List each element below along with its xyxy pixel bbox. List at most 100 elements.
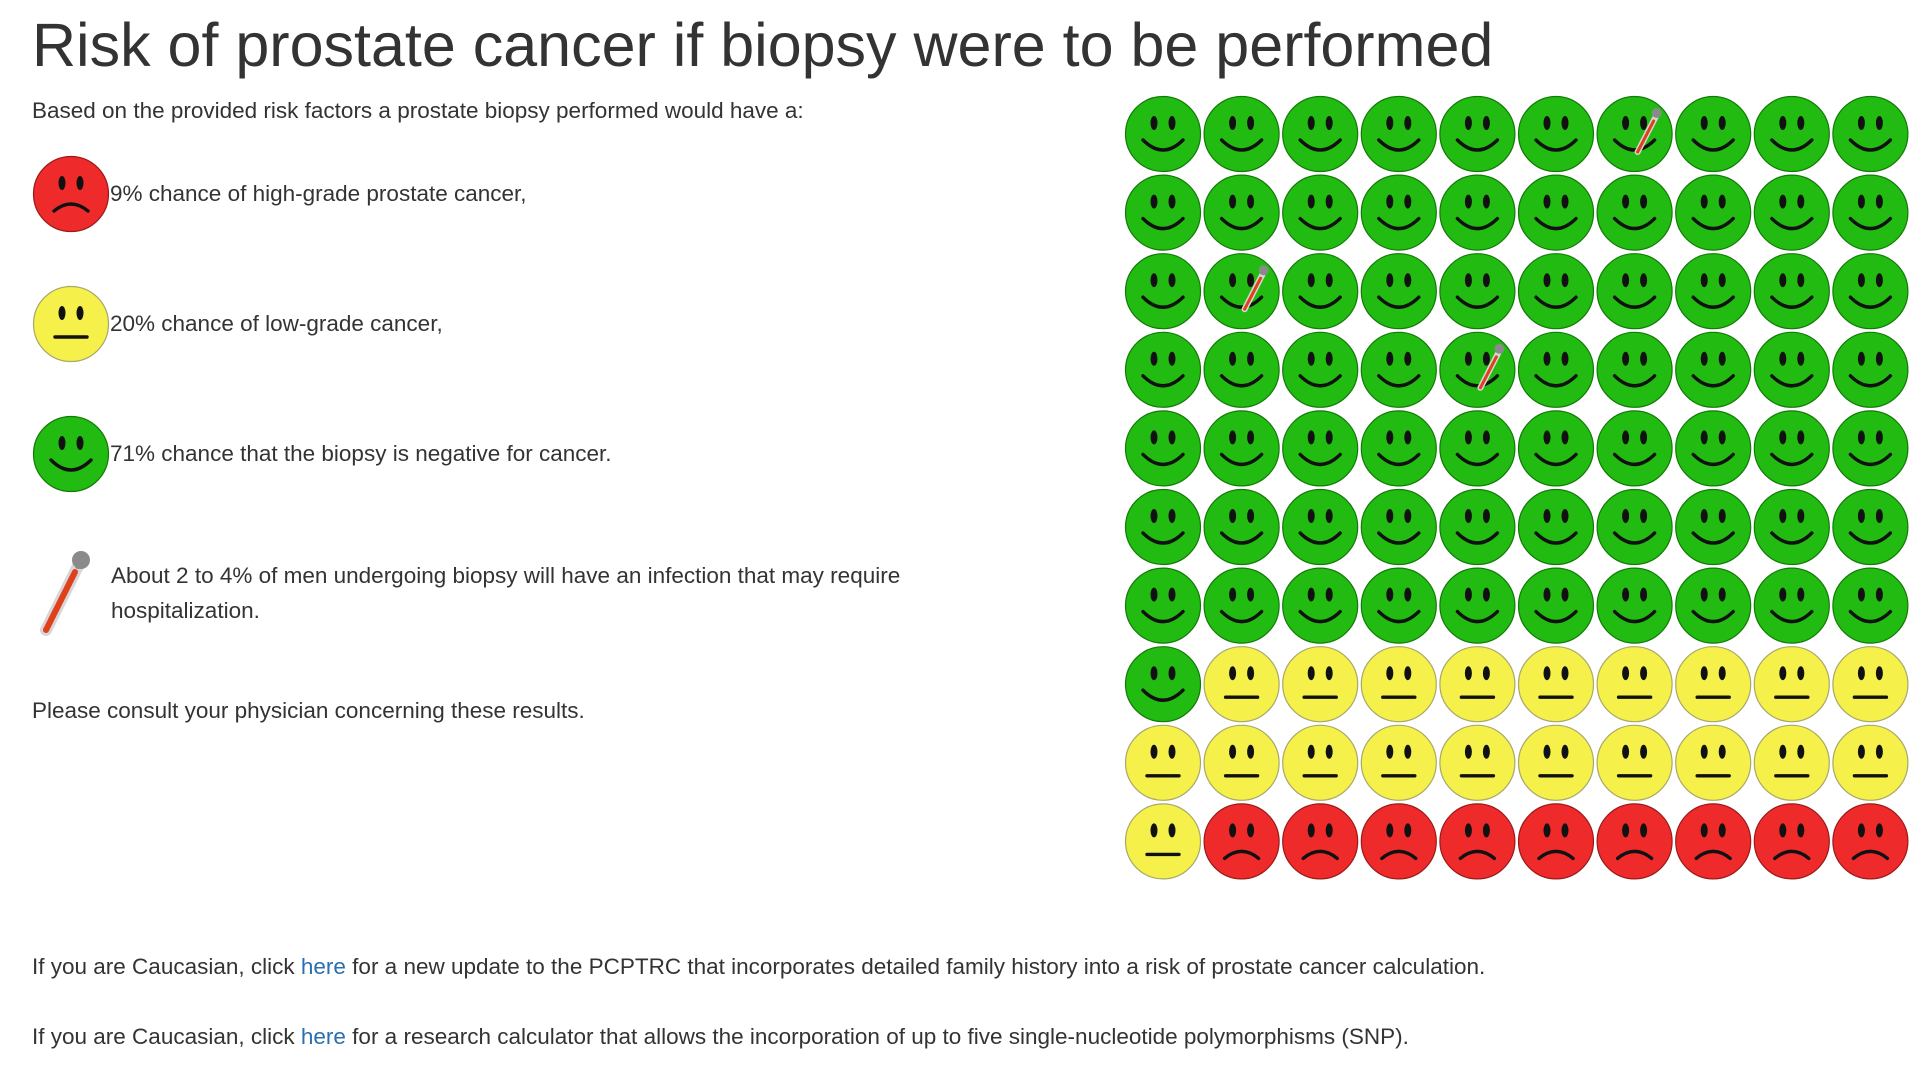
- smiley-face-icon: [1753, 331, 1830, 408]
- neutral-face-icon: [1517, 646, 1595, 723]
- neutral-face-icon: [1360, 646, 1437, 723]
- smiley-face-icon: [1282, 253, 1359, 330]
- neutral-face-icon: [1439, 724, 1516, 801]
- sad-face-icon: [1439, 803, 1516, 880]
- legend-low-grade: 20% chance of low-grade cancer,: [32, 285, 443, 363]
- smiley-face-icon: [1753, 410, 1830, 487]
- neutral-face-icon: [1439, 646, 1516, 723]
- smiley-face-icon: [1124, 646, 1202, 723]
- smiley-face-icon: [1439, 174, 1516, 251]
- legend-high-grade: 9% chance of high-grade prostate cancer,: [32, 155, 527, 233]
- smiley-face-icon: [1203, 410, 1280, 487]
- smiley-face-icon: [1282, 567, 1359, 644]
- smiley-face-icon: [1832, 253, 1909, 330]
- thermometer-icon: [40, 551, 90, 636]
- neutral-face-icon: [1517, 724, 1595, 801]
- smiley-face-icon: [1596, 567, 1673, 644]
- smiley-face-icon: [1124, 174, 1202, 251]
- neutral-face-icon: [1124, 724, 1202, 801]
- neutral-face-icon: [1360, 724, 1437, 801]
- smiley-face-icon: [1832, 331, 1909, 408]
- legend-negative-label: 71% chance that the biopsy is negative f…: [110, 441, 612, 466]
- smiley-face-icon: [1753, 95, 1830, 173]
- neutral-face-icon: [1753, 646, 1830, 723]
- smiley-face-icon: [1282, 488, 1359, 566]
- smiley-face-icon: [1517, 410, 1595, 487]
- smiley-face-icon: [1675, 253, 1752, 330]
- smiley-face-icon: [1832, 488, 1909, 566]
- smiley-face-icon: [1832, 95, 1909, 173]
- neutral-face-icon: [1124, 803, 1202, 880]
- smiley-face-icon: [1596, 95, 1673, 173]
- neutral-face-icon: [1596, 724, 1673, 801]
- smiley-face-icon: [1753, 253, 1830, 330]
- thermometer-icon: [1241, 265, 1269, 313]
- smiley-face-icon: [1124, 331, 1202, 408]
- sad-face-icon: [1517, 803, 1595, 880]
- smiley-face-icon: [1439, 410, 1516, 487]
- smiley-face-icon: [1753, 567, 1830, 644]
- footer-text-before: If you are Caucasian, click: [32, 954, 301, 979]
- smiley-face-icon: [1675, 567, 1752, 644]
- smiley-face-icon: [1675, 95, 1752, 173]
- smiley-face-icon: [1517, 567, 1595, 644]
- smiley-face-icon: [1282, 174, 1359, 251]
- footer-text-after: for a research calculator that allows th…: [345, 1024, 1409, 1049]
- sad-face-icon: [1596, 803, 1673, 880]
- smiley-face-icon: [1360, 410, 1437, 487]
- legend-negative: 71% chance that the biopsy is negative f…: [32, 415, 612, 493]
- smiley-face-icon: [1675, 488, 1752, 566]
- smiley-face-icon: [1753, 174, 1830, 251]
- smiley-face-icon: [1517, 331, 1595, 408]
- smiley-face-icon: [1203, 331, 1280, 408]
- legend-infection-label: About 2 to 4% of men undergoing biopsy w…: [111, 563, 901, 623]
- footer-text-after: for a new update to the PCPTRC that inco…: [345, 954, 1486, 979]
- smiley-face-icon: [1124, 253, 1202, 330]
- smiley-face-icon: [1282, 410, 1359, 487]
- neutral-face-icon: [1832, 724, 1909, 801]
- smiley-face-icon: [1360, 174, 1437, 251]
- smiley-face-icon: [1517, 95, 1595, 173]
- smiley-face-icon: [1675, 331, 1752, 408]
- sad-face-icon: [1832, 803, 1909, 880]
- neutral-face-icon: [1675, 724, 1752, 801]
- neutral-face-icon: [1753, 724, 1830, 801]
- neutral-face-icon: [32, 285, 110, 363]
- smiley-face-icon: [1124, 410, 1202, 487]
- smiley-face-icon: [1596, 488, 1673, 566]
- family-history-link[interactable]: here: [300, 954, 346, 979]
- risk-icon-array: [1124, 95, 1909, 880]
- neutral-face-icon: [1282, 646, 1359, 723]
- smiley-face-icon: [1596, 253, 1673, 330]
- smiley-face-icon: [1596, 174, 1673, 251]
- smiley-face-icon: [1439, 95, 1516, 173]
- neutral-face-icon: [1282, 724, 1359, 801]
- footer-line-family-history: If you are Caucasian, click here for a n…: [32, 954, 1485, 980]
- sad-face-icon: [32, 155, 110, 233]
- smiley-face-icon: [1832, 567, 1909, 644]
- smiley-face-icon: [1596, 410, 1673, 487]
- smiley-face-icon: [1360, 488, 1437, 566]
- smiley-face-icon: [1360, 331, 1437, 408]
- smiley-face-icon: [1753, 488, 1830, 566]
- smiley-face-icon: [1439, 488, 1516, 566]
- legend-high-grade-label: 9% chance of high-grade prostate cancer,: [110, 181, 527, 206]
- consult-text: Please consult your physician concerning…: [32, 698, 585, 723]
- footer-line-snp: If you are Caucasian, click here for a r…: [32, 1024, 1409, 1050]
- smiley-face-icon: [1675, 410, 1752, 487]
- smiley-face-icon: [1675, 174, 1752, 251]
- smiley-face-icon: [1203, 567, 1280, 644]
- smiley-face-icon: [1124, 488, 1202, 566]
- thermometer-icon: [1477, 343, 1505, 391]
- sad-face-icon: [1360, 803, 1437, 880]
- smiley-face-icon: [1360, 567, 1437, 644]
- smiley-face-icon: [1832, 174, 1909, 251]
- smiley-face-icon: [1282, 331, 1359, 408]
- smiley-face-icon: [1203, 174, 1280, 251]
- smiley-face-icon: [1439, 331, 1516, 408]
- neutral-face-icon: [1203, 724, 1280, 801]
- smiley-face-icon: [1282, 95, 1359, 173]
- smiley-face-icon: [1517, 174, 1595, 251]
- smiley-face-icon: [1203, 95, 1280, 173]
- snp-calculator-link[interactable]: here: [300, 1024, 346, 1049]
